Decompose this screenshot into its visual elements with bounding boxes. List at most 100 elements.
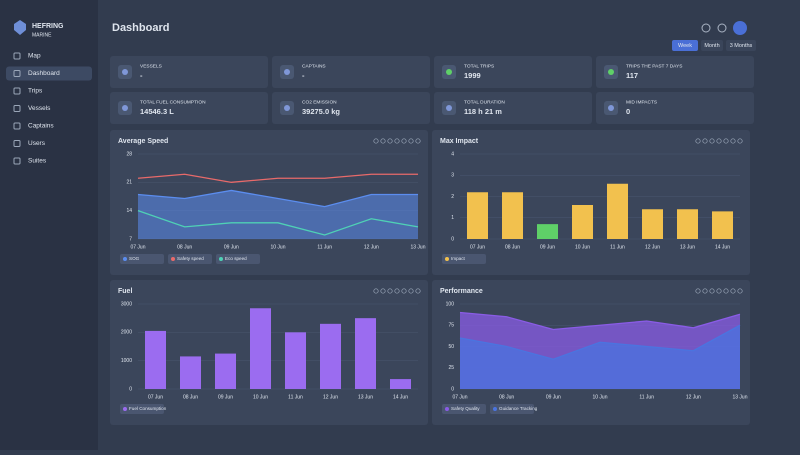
legend-chip[interactable] (120, 254, 164, 264)
period-label[interactable]: Week (678, 43, 692, 49)
toolbar-icon[interactable] (730, 288, 736, 294)
bar (642, 209, 663, 239)
y-tick-label: 0 (451, 236, 454, 242)
toolbar-icon[interactable] (394, 138, 400, 144)
toolbar-icon[interactable] (737, 138, 743, 144)
logo (14, 20, 26, 35)
x-tick-label: 10 Jun (592, 394, 607, 400)
nav-icon (13, 105, 21, 112)
toolbar-icon[interactable] (373, 138, 379, 144)
bar (250, 308, 271, 389)
toolbar-icon[interactable] (723, 138, 729, 144)
toolbar-icon[interactable] (716, 138, 722, 144)
legend-chip[interactable] (216, 254, 260, 264)
nav-item[interactable]: Trips (28, 88, 43, 95)
bar (467, 192, 488, 239)
period-button[interactable] (672, 40, 698, 51)
nav-item[interactable]: Suites (28, 158, 47, 165)
toolbar-icon[interactable] (380, 138, 386, 144)
legend-label[interactable]: SOG (129, 256, 140, 261)
toolbar-icon[interactable] (394, 288, 400, 294)
x-tick-label: 11 Jun (288, 394, 303, 400)
toolbar-icon[interactable] (387, 288, 393, 294)
bar (180, 356, 201, 389)
toolbar-icon[interactable] (709, 288, 715, 294)
toolbar-icon[interactable] (408, 288, 414, 294)
period-label[interactable]: 3 Months (730, 43, 753, 49)
period-label[interactable]: Month (704, 43, 719, 49)
toolbar-icon[interactable] (373, 288, 379, 294)
toolbar-icon[interactable] (723, 288, 729, 294)
toolbar-icon[interactable] (415, 138, 421, 144)
toolbar-icon[interactable] (387, 138, 393, 144)
legend-chip[interactable] (120, 404, 164, 414)
x-tick-label: 12 Jun (364, 244, 379, 250)
bar (355, 318, 376, 389)
stat-value: 39275.0 kg (302, 107, 340, 116)
toolbar-icon[interactable] (709, 138, 715, 144)
legend-label[interactable]: Safety speed (177, 256, 204, 261)
nav-item[interactable]: Dashboard (28, 70, 60, 77)
avatar[interactable] (733, 21, 747, 35)
stat-value: - (302, 71, 305, 80)
y-tick-label: 7 (129, 236, 132, 242)
nav-item[interactable]: Map (28, 53, 41, 60)
bar (215, 353, 236, 389)
stat-value: 0 (626, 107, 630, 116)
x-tick-label: 14 Jun (393, 394, 408, 400)
x-tick-label: 13 Jun (358, 394, 373, 400)
x-tick-label: 08 Jun (177, 244, 192, 250)
x-tick-label: 08 Jun (499, 394, 514, 400)
legend-swatch (123, 257, 127, 261)
nav-item[interactable]: Users (28, 140, 46, 147)
stat-label: MID IMPACTS (626, 99, 657, 105)
stat-icon-glyph (446, 69, 452, 75)
period-button[interactable] (701, 40, 723, 51)
x-tick-label: 07 Jun (148, 394, 163, 400)
legend-chip[interactable] (490, 404, 534, 414)
toolbar-icon[interactable] (415, 288, 421, 294)
nav-active (6, 66, 92, 81)
stat-icon-glyph (284, 105, 290, 111)
toolbar-icon[interactable] (702, 288, 708, 294)
toolbar-icon[interactable] (695, 288, 701, 294)
toolbar-icon[interactable] (695, 138, 701, 144)
chart-title: Fuel (118, 288, 132, 295)
nav-icon (13, 87, 21, 95)
legend-label[interactable]: Guidance Tracking (499, 406, 538, 411)
legend-chip[interactable] (442, 254, 486, 264)
toolbar-icon[interactable] (401, 138, 407, 144)
y-tick-label: 28 (126, 151, 132, 157)
legend-label[interactable]: Impact (451, 256, 466, 261)
legend-label[interactable]: Safety Quality (451, 406, 480, 411)
legend-chip[interactable] (442, 404, 486, 414)
y-tick-label: 100 (446, 301, 455, 307)
y-tick-label: 3000 (121, 301, 132, 307)
bell-icon[interactable] (701, 23, 711, 33)
stat-card (434, 56, 592, 88)
bar (285, 332, 306, 389)
y-tick-label: 21 (126, 180, 132, 186)
stat-card (272, 56, 430, 88)
x-tick-label: 07 Jun (452, 394, 467, 400)
legend-chip[interactable] (168, 254, 212, 264)
stat-label: CO2 EMISSION (302, 99, 337, 105)
x-tick-label: 09 Jun (540, 244, 555, 250)
theme-icon[interactable] (717, 23, 727, 33)
toolbar-icon[interactable] (737, 288, 743, 294)
nav-item[interactable]: Captains (28, 123, 54, 130)
period-button[interactable] (726, 40, 756, 51)
toolbar-icon[interactable] (401, 288, 407, 294)
toolbar-icon[interactable] (380, 288, 386, 294)
toolbar-icon[interactable] (730, 138, 736, 144)
toolbar-icon[interactable] (408, 138, 414, 144)
nav-item[interactable]: Vessels (28, 105, 51, 112)
legend-label[interactable]: Fuel Consumption (129, 406, 167, 411)
legend-label[interactable]: Eco speed (225, 256, 247, 261)
stat-label: TOTAL TRIPS (464, 63, 494, 69)
toolbar-icon[interactable] (702, 138, 708, 144)
chart-title: Max Impact (440, 138, 479, 145)
x-tick-label: 10 Jun (575, 244, 590, 250)
toolbar-icon[interactable] (716, 288, 722, 294)
